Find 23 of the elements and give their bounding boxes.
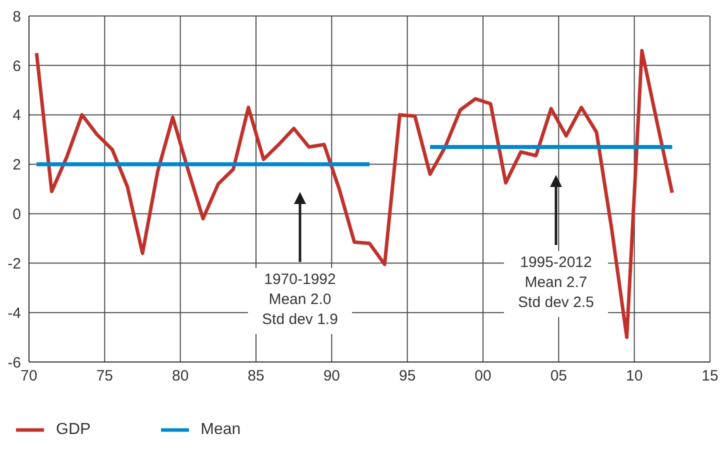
annotation: 1970-1992 Mean 2.0 Std dev 1.9 bbox=[262, 271, 338, 328]
y-tick-label: 2 bbox=[12, 156, 21, 174]
y-tick-label: -6 bbox=[8, 354, 21, 372]
legend-label: Mean bbox=[200, 421, 241, 438]
x-tick-label: 90 bbox=[323, 368, 340, 385]
annotation: 1995-2012 Mean 2.7 Std dev 2.5 bbox=[518, 254, 594, 311]
legend-label: GDP bbox=[56, 421, 91, 438]
x-tick-label: 75 bbox=[96, 368, 114, 385]
y-tick-label: -4 bbox=[8, 304, 21, 322]
x-tick-label: 00 bbox=[474, 368, 492, 385]
y-tick-label: 0 bbox=[12, 206, 21, 224]
x-tick-label: 85 bbox=[248, 368, 264, 385]
y-tick-label: 6 bbox=[12, 58, 21, 75]
y-tick-label: 4 bbox=[12, 107, 21, 124]
x-tick-label: 70 bbox=[20, 368, 38, 385]
x-tick-label: 80 bbox=[172, 368, 189, 385]
x-tick-label: 95 bbox=[398, 368, 416, 385]
y-tick-label: 8 bbox=[12, 8, 21, 26]
line-series bbox=[34, 48, 674, 340]
x-tick-label: 05 bbox=[550, 368, 568, 385]
y-tick-label: -2 bbox=[8, 255, 21, 272]
x-tick-label: 15 bbox=[702, 368, 718, 385]
x-tick-label: 10 bbox=[626, 368, 643, 385]
